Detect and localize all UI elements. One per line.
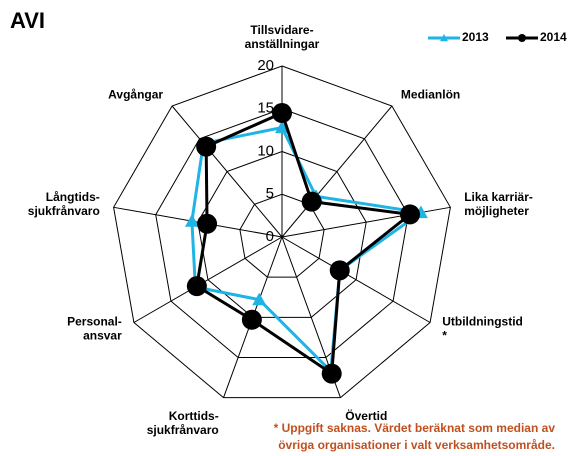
data-point: [275, 120, 289, 134]
category-label: Övertid: [345, 408, 387, 423]
spoke: [281, 236, 431, 323]
legend-label: 2014: [540, 30, 567, 44]
category-label: Medianlön: [401, 87, 460, 101]
category-label: Lika karriär-: [464, 190, 533, 204]
category-label: Tillsvidare-: [250, 23, 313, 37]
grid-ring: [155, 108, 409, 359]
data-point: [196, 136, 217, 157]
legend: 2013 2014: [428, 30, 567, 44]
spoke: [171, 105, 283, 238]
grid-ring: [239, 193, 325, 278]
data-point: [399, 204, 420, 225]
data-point: [301, 191, 322, 212]
tick-label: 20: [257, 57, 274, 74]
tick-label: 10: [257, 142, 274, 159]
data-point: [321, 363, 342, 384]
data-point: [518, 34, 526, 42]
series-line: [190, 125, 425, 375]
data-point: [241, 309, 262, 330]
data-point: [440, 34, 448, 42]
data-point: [184, 214, 199, 227]
grid-ring: [113, 65, 451, 399]
series-line: [195, 110, 414, 377]
data-point: [252, 292, 267, 306]
category-label: sjukfrånvaro: [28, 204, 100, 218]
tick-label: 15: [257, 100, 274, 117]
tick-label: 5: [266, 185, 274, 202]
chart-title: AVI: [10, 8, 45, 33]
data-point: [197, 213, 218, 234]
data-point: [186, 276, 207, 297]
data-point: [272, 103, 292, 124]
category-label: Långtids-: [46, 190, 100, 204]
category-label: sjukfrånvaro: [147, 423, 219, 437]
category-label: Utbildningstid: [442, 315, 523, 329]
spoke: [133, 236, 283, 323]
category-label: *: [442, 329, 447, 343]
category-label: anställningar: [245, 37, 320, 51]
category-label: Korttids-: [169, 409, 219, 423]
footnote: övriga organisationer i valt verksamhets…: [278, 438, 555, 452]
category-label: Personal-: [67, 315, 122, 329]
grid-ring: [197, 150, 367, 318]
spoke: [281, 105, 393, 238]
footnote: * Uppgift saknas. Värdet beräknat som me…: [274, 421, 556, 435]
category-label: möjligheter: [464, 204, 529, 218]
spoke: [281, 206, 451, 238]
category-label: Avgångar: [108, 87, 163, 101]
legend-label: 2013: [462, 30, 489, 44]
data-point: [329, 260, 350, 281]
tick-label: 0: [266, 228, 274, 245]
category-label: ansvar: [83, 329, 122, 343]
